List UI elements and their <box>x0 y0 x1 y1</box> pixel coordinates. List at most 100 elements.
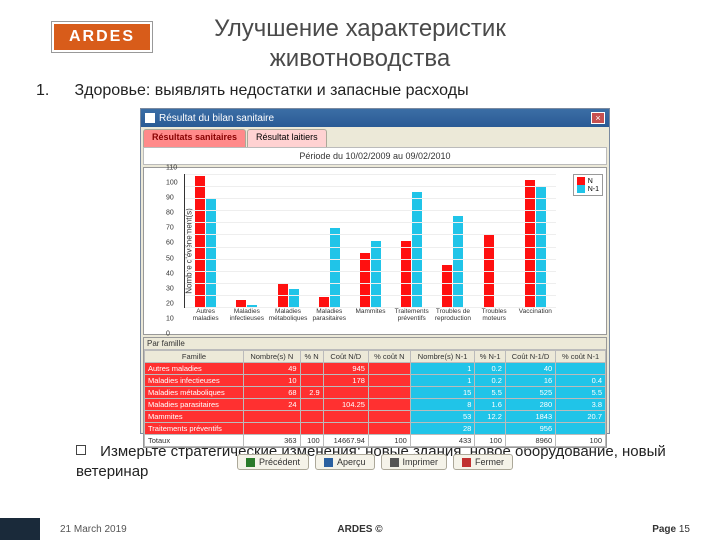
window-titlebar[interactable]: Résultat du bilan sanitaire × <box>141 109 609 127</box>
bullet-1: 1. Здоровье: выявлять недостатки и запас… <box>36 82 469 100</box>
footer-copyright: ARDES © <box>0 524 720 535</box>
footer-page-prefix: Page <box>652 524 679 535</box>
y-tick: 70 <box>166 225 174 232</box>
bar-group: Vaccination <box>515 174 556 307</box>
bar-group: Troubles de reproduction <box>432 174 473 307</box>
bar <box>195 176 205 307</box>
y-tick: 10 <box>166 315 174 322</box>
table-cell: 3.8 <box>556 399 606 411</box>
legend-label-n: N <box>588 178 593 185</box>
bar-group: Maladies parasitaires <box>309 174 350 307</box>
table-cell: 40 <box>505 363 555 375</box>
button-label: Précédent <box>259 457 300 467</box>
y-tick: 60 <box>166 240 174 247</box>
chart-plot-area: Autres maladiesMaladies infectieusesMala… <box>184 174 556 308</box>
table-row: Maladies métaboliques682.9155.55255.5 <box>145 387 606 399</box>
table-cell <box>368 399 410 411</box>
window-close-button[interactable]: × <box>591 112 605 124</box>
table-cell: 1 <box>410 375 475 387</box>
table-cell: 100 <box>475 435 506 447</box>
table-totals-row: Totaux36310014667.941004331008960100 <box>145 435 606 447</box>
table-cell <box>368 423 410 435</box>
bar <box>289 289 299 307</box>
data-table: FamilleNombre(s) N% NCoût N/D% coût NNom… <box>144 350 606 447</box>
bar-group: Mammites <box>350 174 391 307</box>
button-label: Fermer <box>475 457 504 467</box>
y-tick: 50 <box>166 255 174 262</box>
table-cell: 8 <box>410 399 475 411</box>
y-tick: 90 <box>166 195 174 202</box>
table-cell: 100 <box>556 435 606 447</box>
table-cell: Maladies infectieuses <box>145 375 244 387</box>
table-cell: Autres maladies <box>145 363 244 375</box>
table-cell: 15 <box>410 387 475 399</box>
table-cell <box>368 411 410 423</box>
table-header: Coût N/D <box>323 351 368 363</box>
fermer-button[interactable]: Fermer <box>453 454 513 470</box>
table-header: Nombre(s) N-1 <box>410 351 475 363</box>
title-line-1: Улучшение характеристик <box>214 15 506 42</box>
précédent-button[interactable]: Précédent <box>237 454 309 470</box>
arrow-left-icon <box>246 458 255 467</box>
tab-resultats-sanitaires[interactable]: Résultats sanitaires <box>143 129 246 147</box>
table-cell: 68 <box>243 387 300 399</box>
table-cell: 1.6 <box>475 399 506 411</box>
table-cell: 12.2 <box>475 411 506 423</box>
table-cell <box>323 423 368 435</box>
table-cell: Traitements préventifs <box>145 423 244 435</box>
x-label: Maladies métaboliques <box>267 307 308 323</box>
table-cell <box>475 423 506 435</box>
imprimer-button[interactable]: Imprimer <box>381 454 448 470</box>
bar-group: Maladies métaboliques <box>267 174 308 307</box>
table-cell <box>323 411 368 423</box>
table-cell: 49 <box>243 363 300 375</box>
table-cell: Maladies métaboliques <box>145 387 244 399</box>
chart-legend: N N-1 <box>573 174 603 196</box>
bar <box>360 253 370 307</box>
table-cell: 178 <box>323 375 368 387</box>
bar-group: Autres maladies <box>185 174 226 307</box>
chart-bars-container: Autres maladiesMaladies infectieusesMala… <box>185 174 556 307</box>
table-cell <box>300 423 323 435</box>
table-cell: 525 <box>505 387 555 399</box>
table-cell: 100 <box>368 435 410 447</box>
x-label: Mammites <box>350 307 391 316</box>
bar <box>319 297 329 307</box>
tab-resultat-laitiers[interactable]: Résultat laitiers <box>247 129 327 147</box>
table-cell: 5.5 <box>556 387 606 399</box>
x-label: Maladies parasitaires <box>309 307 350 323</box>
aperçu-button[interactable]: Aperçu <box>315 454 375 470</box>
y-tick: 40 <box>166 270 174 277</box>
close-icon <box>462 458 471 467</box>
table-row: Traitements préventifs28956 <box>145 423 606 435</box>
legend-label-n1: N-1 <box>588 186 599 193</box>
table-header: % N <box>300 351 323 363</box>
table-caption: Par famille <box>144 338 606 350</box>
bar <box>236 300 246 307</box>
table-cell <box>243 411 300 423</box>
table-cell <box>300 411 323 423</box>
table-cell: 14667.94 <box>323 435 368 447</box>
table-header: % coût N-1 <box>556 351 606 363</box>
window-title: Résultat du bilan sanitaire <box>159 113 274 124</box>
bar <box>206 198 216 307</box>
table-cell: 956 <box>505 423 555 435</box>
button-label: Aperçu <box>337 457 366 467</box>
table-cell <box>323 387 368 399</box>
bar <box>453 216 463 307</box>
bar-group: Maladies infectieuses <box>226 174 267 307</box>
window-tabs: Résultats sanitaires Résultat laitiers <box>141 127 609 147</box>
table-row: Maladies parasitaires24104.2581.62803.8 <box>145 399 606 411</box>
table-panel: Par famille FamilleNombre(s) N% NCoût N/… <box>143 337 607 448</box>
table-cell <box>300 363 323 375</box>
footer-page-number: 15 <box>679 524 690 535</box>
table-cell: Totaux <box>145 435 244 447</box>
y-tick: 100 <box>166 180 178 187</box>
bar <box>401 241 411 308</box>
bar <box>371 241 381 308</box>
table-cell: 20.7 <box>556 411 606 423</box>
table-cell <box>368 375 410 387</box>
x-label: Troubles de reproduction <box>432 307 473 323</box>
table-cell: 2.9 <box>300 387 323 399</box>
footer-page: Page 15 <box>652 524 690 535</box>
